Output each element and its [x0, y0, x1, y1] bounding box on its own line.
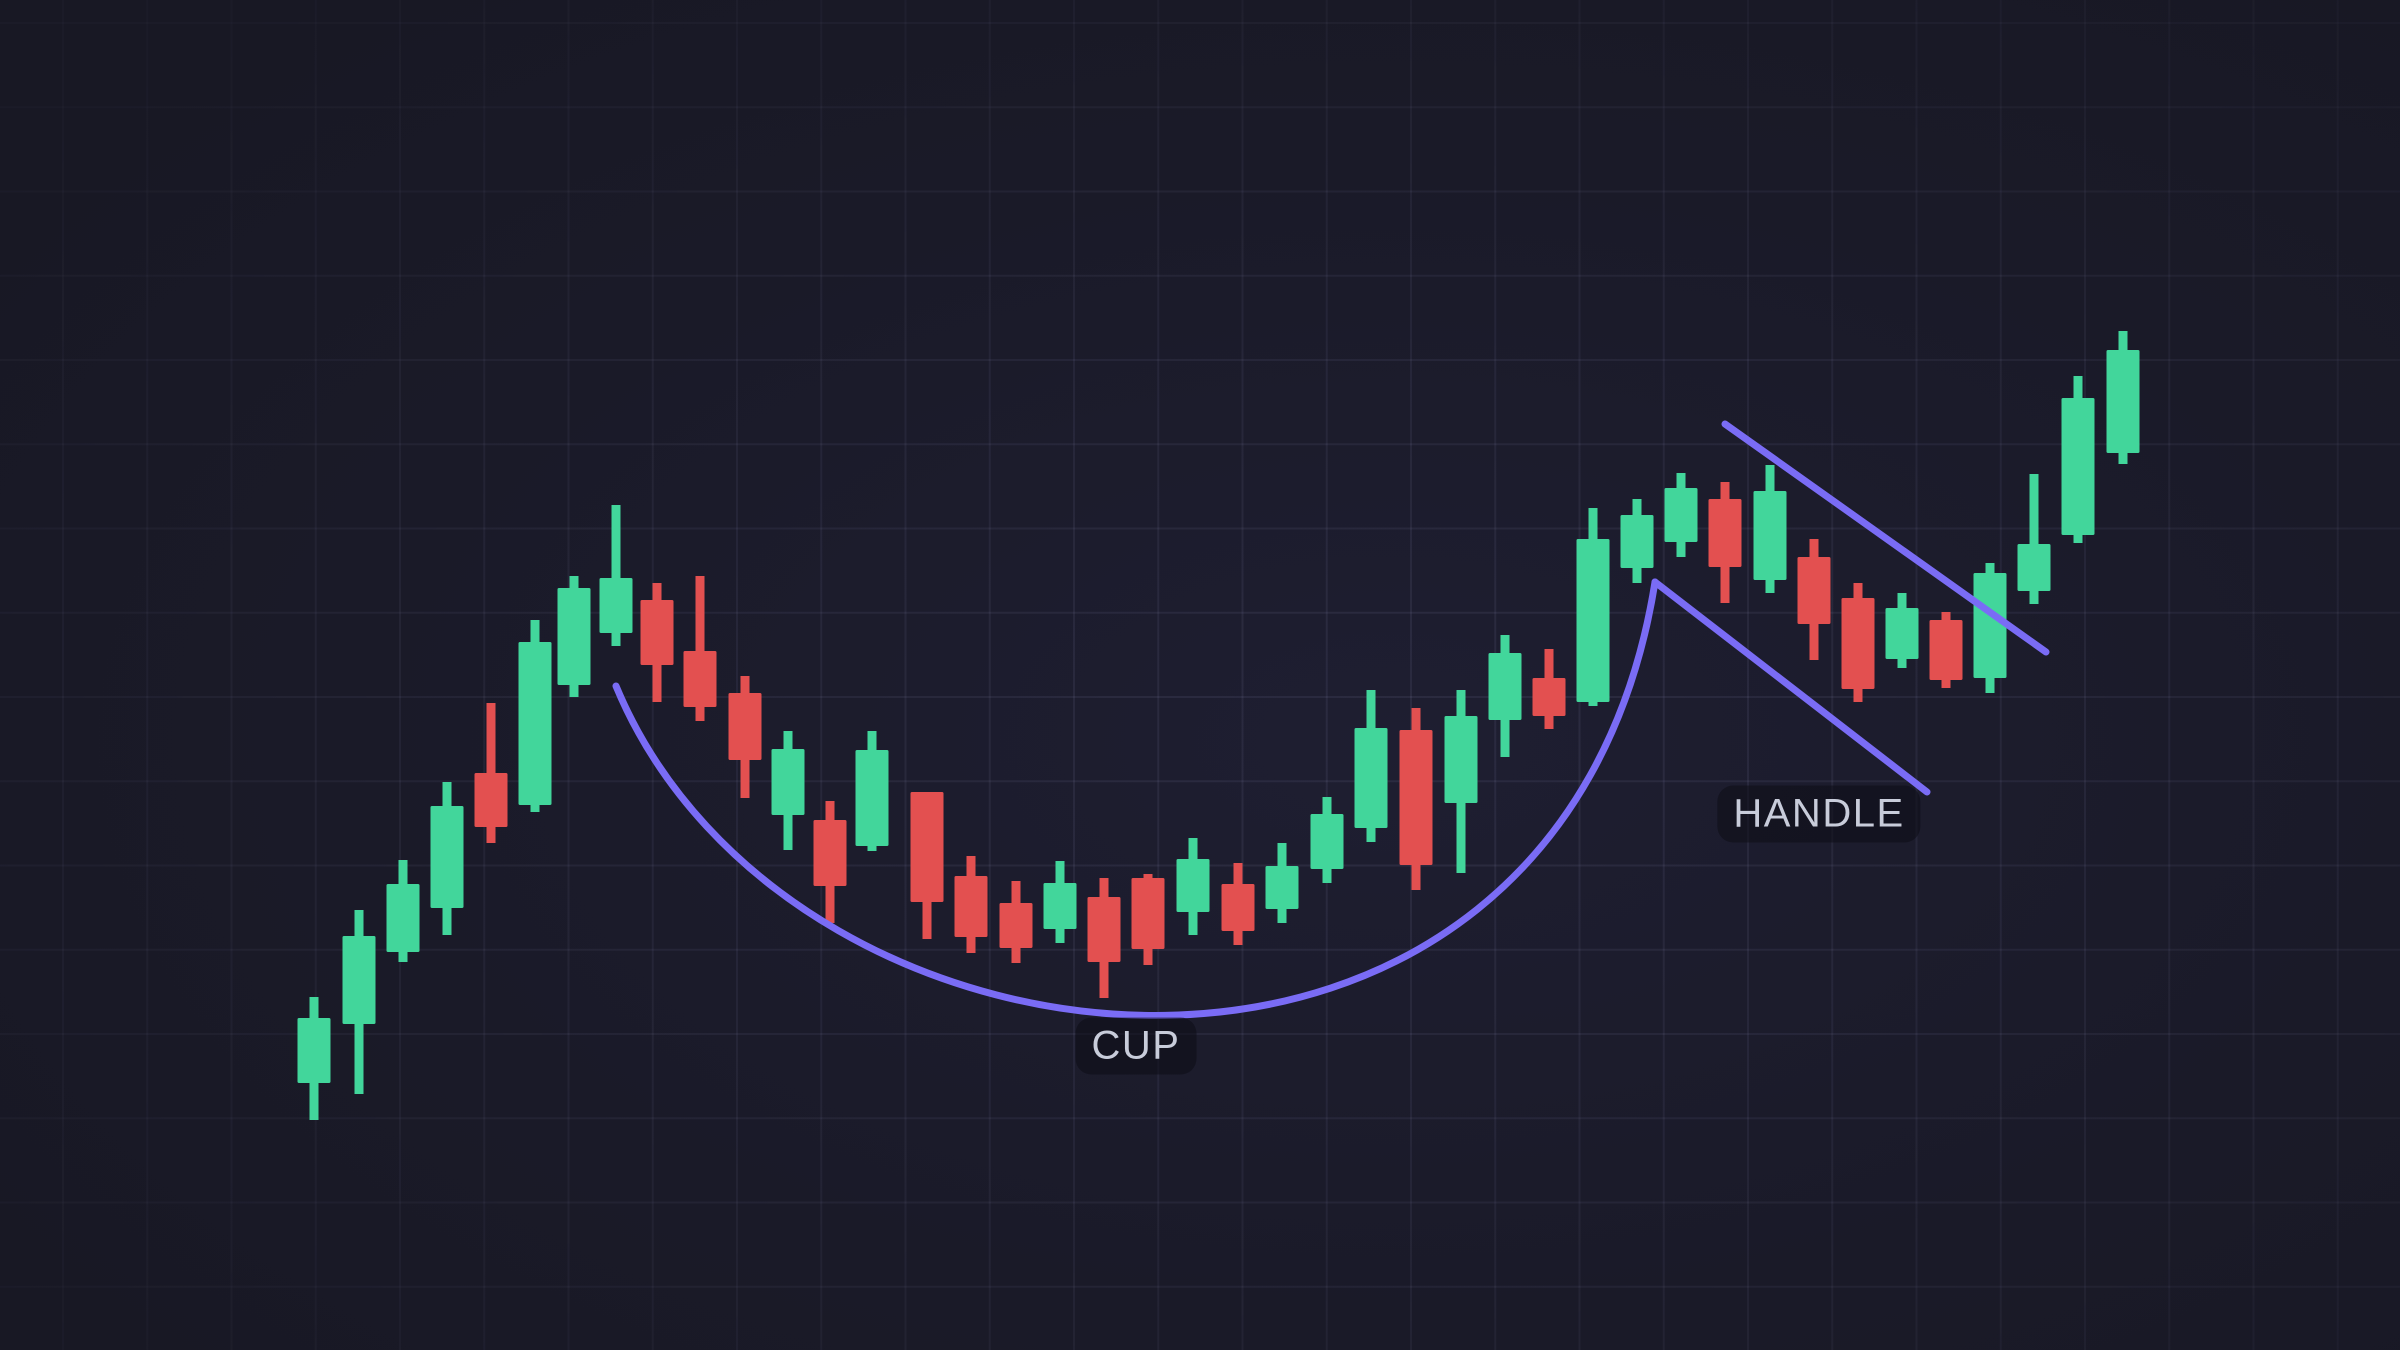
candle-up: [297, 997, 331, 1120]
handle-upper-trendline: [1721, 420, 2050, 656]
candle-down: [1929, 612, 1963, 688]
candle-body: [1176, 859, 1210, 912]
candle-up: [2017, 474, 2051, 604]
candle-body: [1399, 730, 1433, 865]
candle-down: [954, 856, 988, 953]
candle-up: [518, 620, 552, 812]
candle-up: [1176, 838, 1210, 935]
candle-down: [999, 881, 1033, 963]
candle-body: [1221, 884, 1255, 931]
candle-up: [1444, 690, 1478, 873]
candle-body: [1664, 488, 1698, 542]
candle-body: [1620, 515, 1654, 568]
candle-body: [683, 651, 717, 707]
candle-body: [342, 936, 376, 1024]
candle-down: [1797, 539, 1831, 660]
candle-up: [1620, 499, 1654, 583]
candle-up: [2106, 331, 2140, 464]
pattern-annotations: [612, 420, 2050, 1019]
candle-body: [728, 693, 762, 760]
handle-label: HANDLE: [1717, 785, 1921, 843]
candle-down: [1221, 863, 1255, 945]
candle-up: [771, 731, 805, 850]
candle-body: [855, 750, 889, 846]
candle-up: [1310, 797, 1344, 883]
candle-down: [640, 583, 674, 702]
candle-up: [599, 505, 633, 646]
candle-down: [1087, 878, 1121, 998]
candle-up: [430, 782, 464, 935]
candle-down: [728, 676, 762, 798]
candle-body: [1087, 897, 1121, 962]
candle-body: [771, 749, 805, 815]
candle-up: [855, 731, 889, 851]
candle-body: [2061, 398, 2095, 535]
candles: [297, 331, 2140, 1120]
candle-body: [1131, 878, 1165, 949]
candle-up: [1043, 861, 1077, 943]
candle-body: [386, 884, 420, 952]
candle-up: [386, 860, 420, 962]
candle-body: [1973, 573, 2007, 678]
candle-up: [2061, 376, 2095, 543]
candle-body: [557, 588, 591, 685]
candle-body: [599, 578, 633, 633]
candle-body: [430, 806, 464, 908]
candle-body: [518, 642, 552, 805]
candle-wick: [695, 576, 705, 721]
cup-label: CUP: [1075, 1017, 1197, 1075]
candle-body: [1885, 608, 1919, 659]
candle-body: [813, 820, 847, 886]
candle-body: [1265, 866, 1299, 909]
candle-body: [297, 1018, 331, 1083]
candle-up: [1664, 473, 1698, 557]
candle-wick: [611, 505, 621, 646]
candle-body: [2017, 544, 2051, 591]
candle-up: [1265, 843, 1299, 923]
candle-body: [640, 600, 674, 665]
candle-body: [1043, 883, 1077, 929]
candle-body: [1929, 620, 1963, 680]
candle-up: [1973, 563, 2007, 693]
candle-up: [1576, 508, 1610, 706]
candle-body: [1310, 814, 1344, 869]
candle-body: [1488, 653, 1522, 720]
candle-down: [1399, 708, 1433, 890]
candle-body: [954, 876, 988, 937]
candle-body: [1444, 716, 1478, 803]
candle-down: [1708, 482, 1742, 603]
cup-curve-line: [612, 578, 1659, 1019]
candle-body: [474, 773, 508, 827]
candle-up: [1753, 465, 1787, 593]
candle-down: [474, 703, 508, 843]
candle-down: [1532, 649, 1566, 729]
candle-down: [683, 576, 717, 721]
candle-body: [1576, 539, 1610, 702]
candle-body: [1354, 728, 1388, 828]
candle-up: [1885, 593, 1919, 668]
candle-body: [1841, 598, 1875, 689]
candle-up: [1488, 635, 1522, 757]
candle-down: [813, 801, 847, 923]
candle-down: [1131, 874, 1165, 965]
candle-body: [999, 903, 1033, 948]
candle-body: [1753, 491, 1787, 580]
candle-up: [1354, 690, 1388, 842]
candle-body: [2106, 350, 2140, 453]
candle-body: [1797, 557, 1831, 624]
candle-down: [910, 792, 944, 939]
handle-lower-trendline: [1651, 578, 1931, 796]
candle-body: [1532, 678, 1566, 716]
candle-wick: [2029, 474, 2039, 604]
candle-body: [1708, 499, 1742, 567]
candle-down: [1841, 583, 1875, 702]
candle-up: [342, 910, 376, 1094]
candle-body: [910, 792, 944, 902]
candle-up: [557, 576, 591, 697]
